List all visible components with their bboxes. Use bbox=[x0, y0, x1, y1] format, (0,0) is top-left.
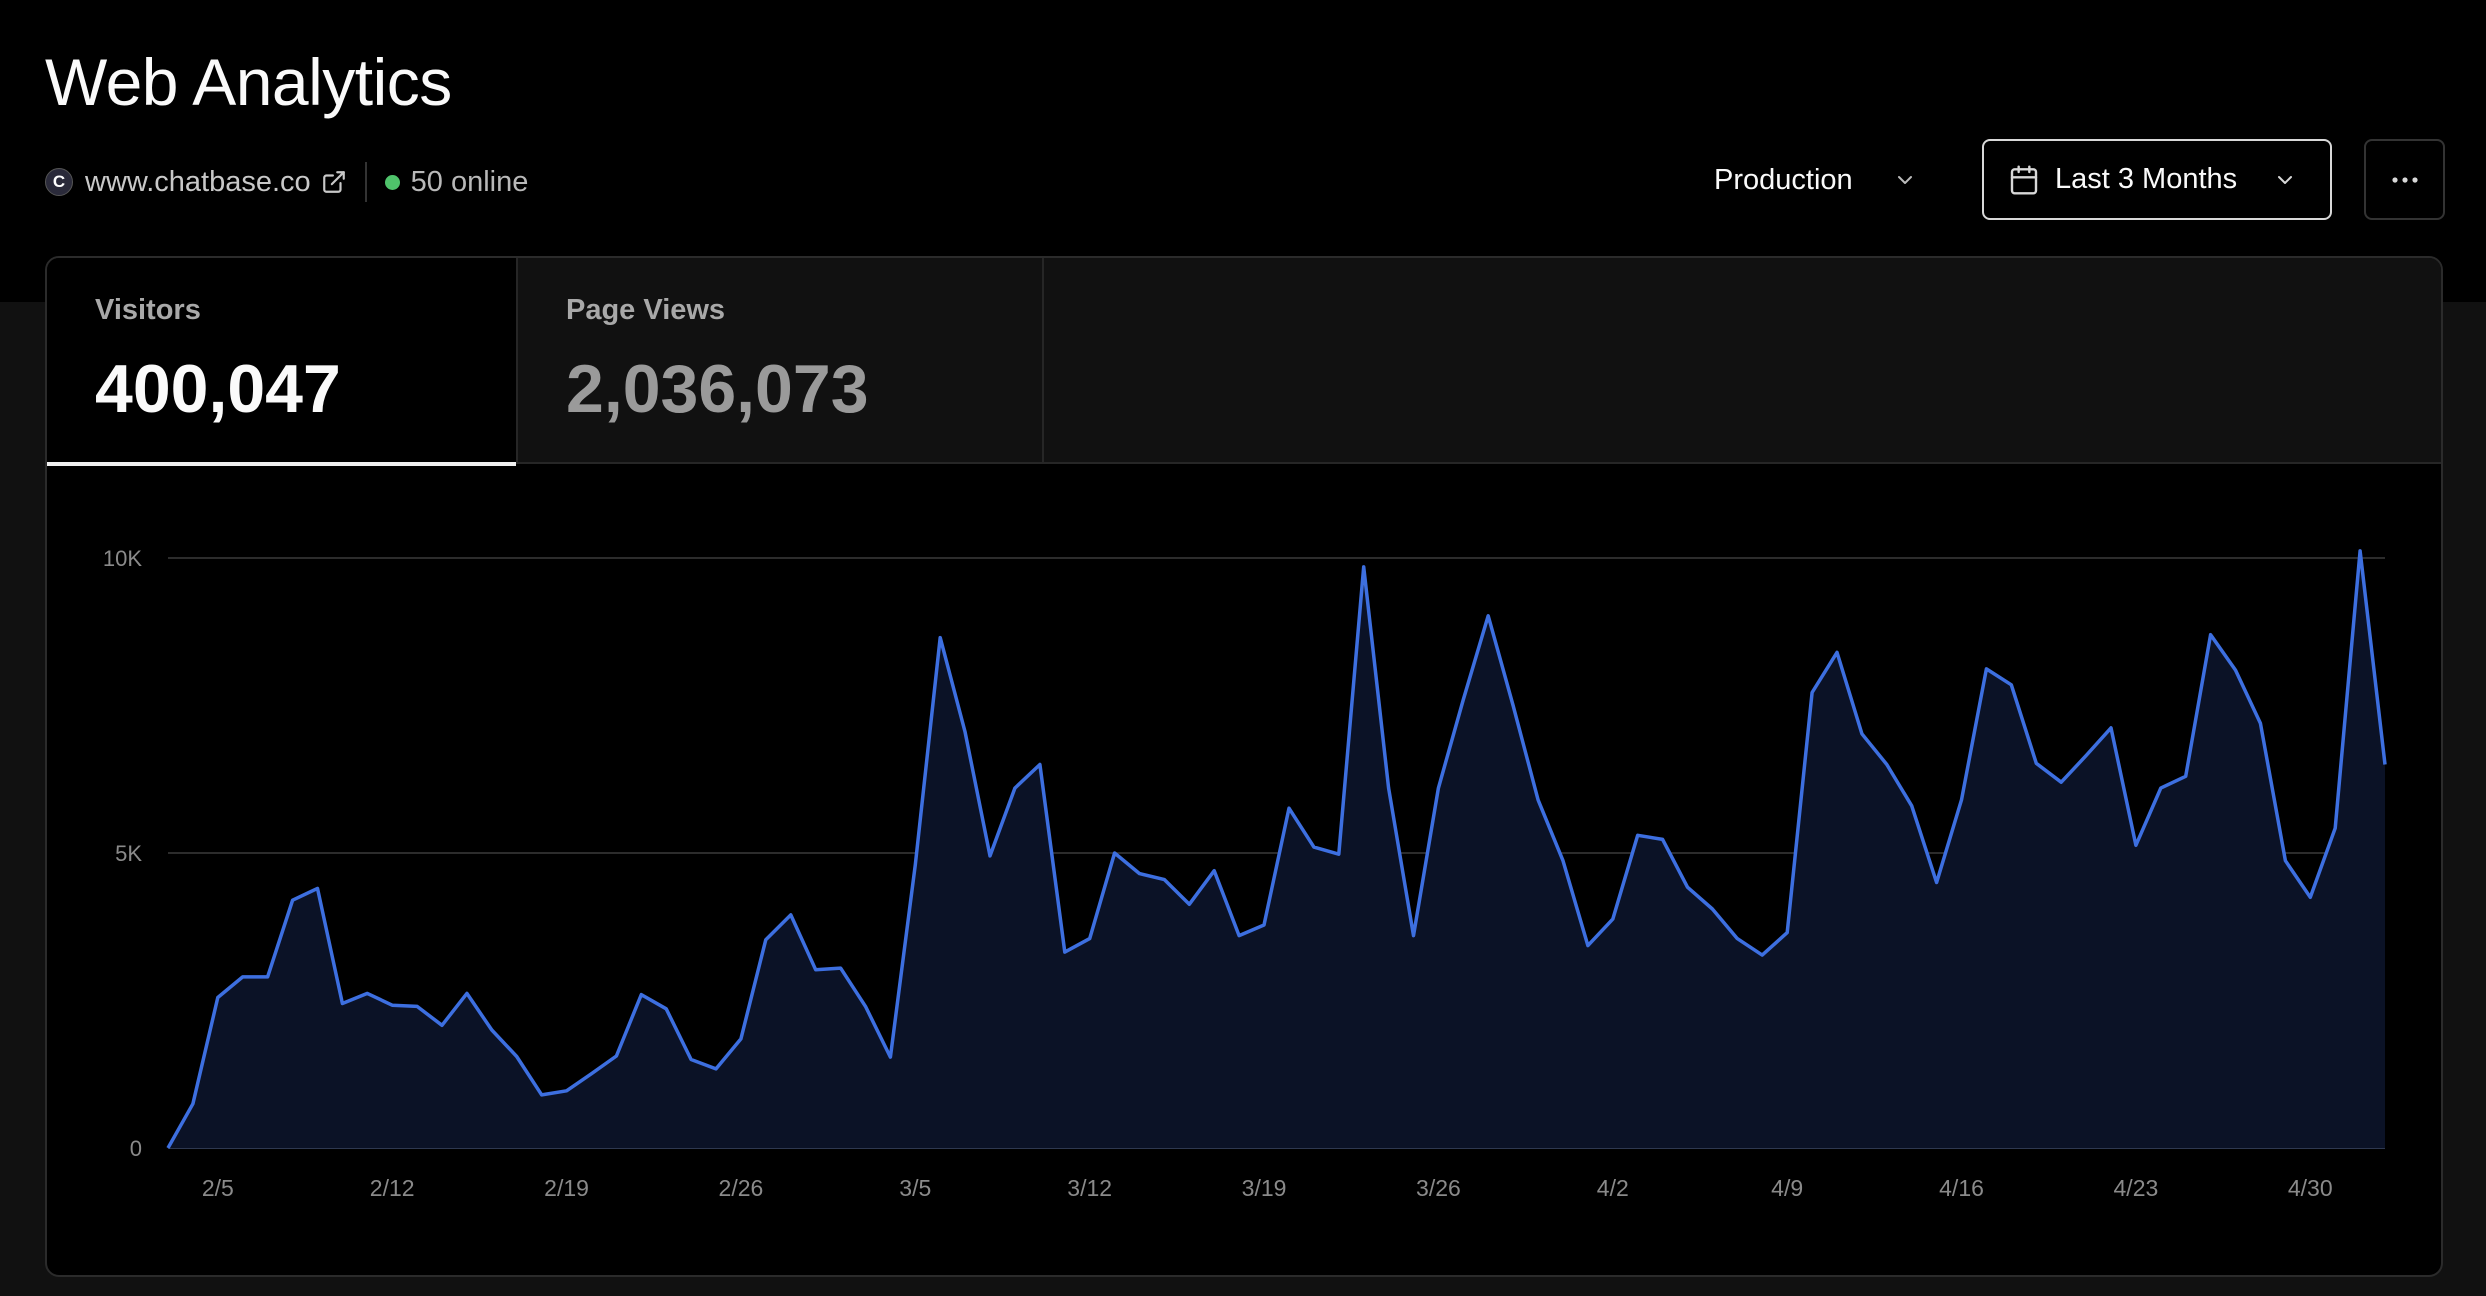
date-range-label: Last 3 Months bbox=[2055, 163, 2238, 195]
analytics-card: Visitors 400,047 Page Views 2,036,073 0 5… bbox=[45, 256, 2443, 1277]
more-horizontal-icon bbox=[2391, 176, 2418, 183]
site-info: C www.chatbase.co 50 online bbox=[45, 162, 528, 202]
x-tick-label: 4/16 bbox=[1939, 1175, 1984, 1201]
visitors-area-fill bbox=[168, 550, 2385, 1148]
active-tab-indicator bbox=[47, 462, 516, 466]
tab-page-views-value: 2,036,073 bbox=[566, 351, 869, 427]
online-count: 50 online bbox=[410, 165, 529, 198]
environment-select[interactable]: Production bbox=[1700, 150, 1917, 210]
calendar-icon bbox=[2010, 164, 2038, 195]
x-tick-label: 2/26 bbox=[719, 1175, 764, 1201]
x-tick-label: 4/23 bbox=[2114, 1175, 2159, 1201]
y-tick-label: 5K bbox=[115, 841, 142, 866]
tab-divider bbox=[516, 258, 518, 464]
tab-visitors[interactable]: Visitors 400,047 bbox=[47, 258, 516, 466]
tab-page-views-label: Page Views bbox=[566, 294, 726, 326]
y-tick-label: 10K bbox=[103, 546, 142, 571]
site-url-link[interactable]: www.chatbase.co bbox=[85, 165, 311, 198]
x-tick-label: 2/19 bbox=[544, 1175, 589, 1201]
x-tick-label: 3/12 bbox=[1067, 1175, 1112, 1201]
chevron-down-icon bbox=[1897, 176, 1912, 184]
divider bbox=[364, 162, 367, 202]
date-range-button[interactable]: Last 3 Months bbox=[1982, 139, 2332, 220]
y-tick-label: 0 bbox=[130, 1136, 142, 1161]
tab-divider bbox=[1042, 258, 1044, 464]
x-tick-label: 4/2 bbox=[1597, 1175, 1629, 1201]
chevron-down-icon bbox=[2278, 175, 2293, 184]
visitors-area-chart: 0 5K 10K 2/5 2/12 2/19 2/26 3/5 3/12 3/19 3/26 4/2 4… bbox=[103, 546, 2387, 1201]
x-tick-label: 3/26 bbox=[1416, 1175, 1461, 1201]
visitors-chart: 0 5K 10K 2/5 2/12 2/19 2/26 3/5 3/12 3/19 3/26 4/2 4… bbox=[47, 466, 2441, 1275]
external-link-icon[interactable] bbox=[321, 169, 347, 195]
x-tick-label: 3/19 bbox=[1242, 1175, 1287, 1201]
site-favicon: C bbox=[45, 168, 73, 196]
environment-label: Production bbox=[1714, 163, 1853, 196]
tab-visitors-label: Visitors bbox=[95, 294, 201, 326]
x-tick-label: 4/30 bbox=[2288, 1175, 2333, 1201]
more-options-button[interactable] bbox=[2364, 139, 2445, 220]
x-tick-label: 2/5 bbox=[202, 1175, 234, 1201]
online-status-dot bbox=[384, 174, 400, 190]
visitors-series-line[interactable] bbox=[166, 549, 2387, 1149]
tab-visitors-value: 400,047 bbox=[95, 351, 341, 427]
x-tick-label: 3/5 bbox=[899, 1175, 931, 1201]
metric-tabs: Visitors 400,047 Page Views 2,036,073 bbox=[47, 258, 2441, 466]
tab-page-views[interactable]: Page Views 2,036,073 bbox=[518, 258, 1042, 464]
page-title: Web Analytics bbox=[45, 45, 452, 119]
x-tick-label: 4/9 bbox=[1771, 1175, 1803, 1201]
x-tick-label: 2/12 bbox=[370, 1175, 415, 1201]
